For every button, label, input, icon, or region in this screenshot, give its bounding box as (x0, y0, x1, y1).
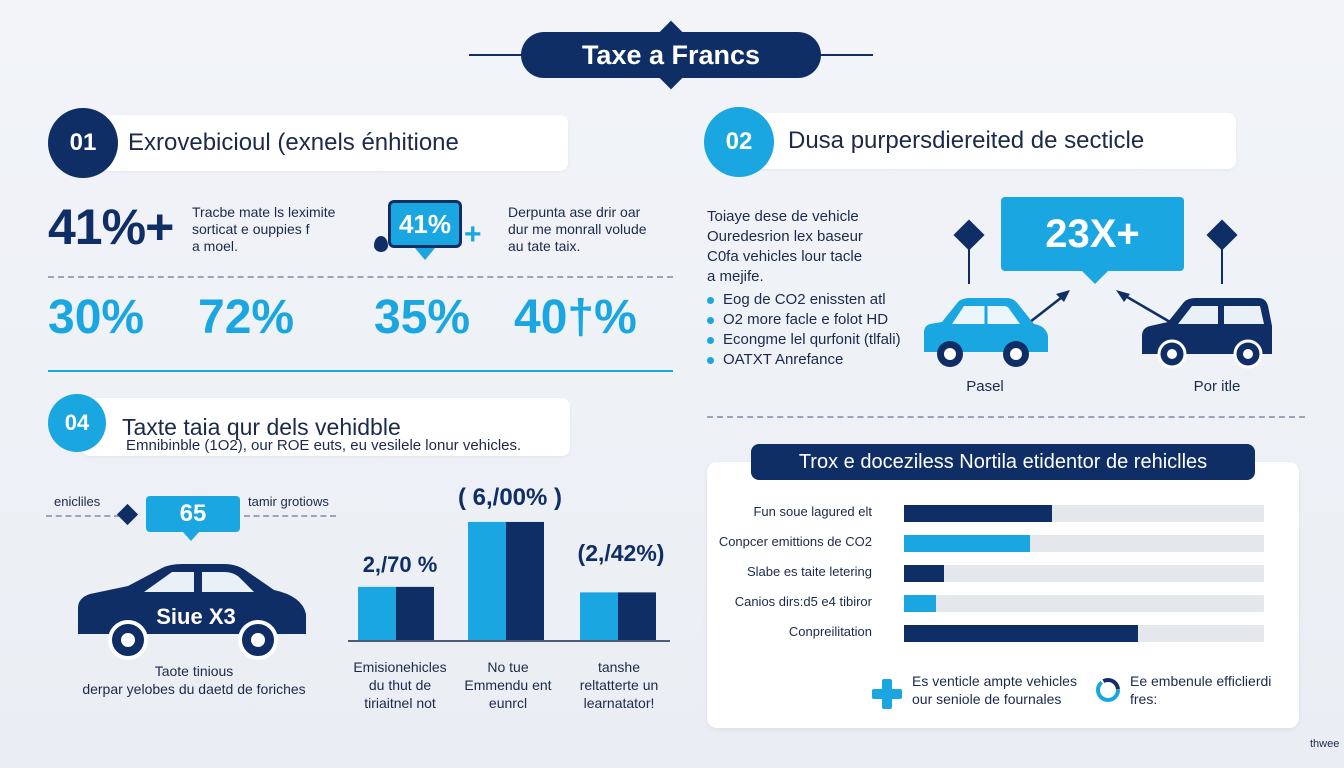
tag-bubble-tail (183, 532, 199, 541)
pin-right-stem (1221, 246, 1223, 284)
bar-1-part-1 (358, 586, 396, 640)
tag-line-right (244, 515, 336, 517)
list-item: OATXT Anrefance (707, 350, 907, 370)
section1-percent-3: 35% (374, 291, 471, 344)
hbar-2 (904, 535, 1030, 552)
section1-stat-a: 41%+ (48, 199, 174, 255)
bar-3-part-2 (618, 592, 656, 640)
car-right-label: Por itle (1193, 378, 1241, 395)
list-item: O2 more facle e folot HD (707, 310, 907, 330)
section1-text-a: Tracbe mate ls leximite sorticat e ouppi… (192, 204, 336, 254)
bar-2-part-1 (468, 521, 506, 640)
section1-percent-1: 30% (48, 291, 145, 344)
list-item: Eog de CO2 enissten atl (707, 290, 907, 310)
title-rule-right (813, 54, 873, 56)
tag-right: tamir grotiows (248, 494, 329, 509)
car-right-icon (1142, 298, 1272, 369)
bar-value-2: ( 6,/00% ) (457, 484, 563, 511)
car-left-label: Pasel (966, 378, 1004, 395)
section1-bubble-plus: + (464, 218, 482, 251)
drop-icon (374, 236, 388, 252)
hbar-track-3 (904, 565, 1264, 582)
section2-heading-box: Dusa purpersdiereited de secticle (740, 113, 1236, 169)
page-title: Taxe a Francs (521, 32, 821, 78)
vertical-bar-chart (348, 521, 670, 642)
hbar-3 (904, 565, 944, 582)
section4-heading: Taxte taia qur dels vehidble (122, 413, 401, 440)
bar-value-1: 2,/70 % (362, 552, 438, 577)
section2-divider (707, 416, 1305, 418)
section1-text-b: Derpunta ase drir oar dur me monrall vol… (508, 204, 647, 254)
car-plate: Siue X3 (156, 604, 236, 629)
car-left-icon (924, 298, 1048, 367)
section1-bubble: 41% (388, 200, 462, 248)
section2-intro: Toiaye dese de vehicle Ouredesrion lex b… (707, 208, 863, 285)
hbar-4 (904, 595, 937, 612)
pin-left-stem (968, 246, 970, 284)
section1-bottom-rule (48, 370, 673, 372)
bar-3-part-1 (580, 592, 618, 640)
car-caption: Taote tinious derpar yelobes du daetd de… (82, 663, 306, 697)
section4-heading-box: Taxte taia qur dels vehidble (82, 398, 570, 456)
section4-subheading: Emnibinble (1O2), our ROE euts, eu vesil… (126, 437, 522, 454)
panel-title: Trox e doceziless Nortila etidentor de r… (751, 444, 1255, 480)
hbar-1 (904, 505, 1052, 522)
legend-b: Ee embenule efficlierdi fres: (1130, 673, 1272, 707)
watermark: thwee (1310, 738, 1340, 750)
hbar-label-4: Canios dirs:d5 e4 tibiror (734, 594, 872, 609)
hbar-label-5: Conpreilitation (788, 624, 872, 639)
section1-heading: Exrovebicioul (exnels énhitione (128, 129, 459, 156)
ring-icon (1096, 678, 1120, 702)
section1-percent-4: 40†% (514, 291, 637, 344)
hbar-label-2: Conpcer emittions de CO2 (718, 534, 872, 549)
car-main-icon (78, 564, 306, 660)
hbar-5 (904, 625, 1138, 642)
plus-icon (872, 679, 902, 709)
legend-a: Es venticle ampte vehicles our seniole d… (912, 673, 1077, 707)
section4-number: 04 (48, 394, 106, 452)
bar-label-1: Emisionehicles du thut de tiriaitnel not (353, 659, 447, 711)
bar-2-part-2 (506, 521, 544, 640)
arrows-icon (1029, 290, 1170, 324)
list-item: Econgme lel qurfonit (tlfali) (707, 330, 907, 350)
hbar-label-3: Slabe es taite letering (746, 564, 872, 579)
section1-bubble-tail (415, 248, 435, 260)
title-rule-left (469, 54, 529, 56)
tag-diamond-icon (116, 503, 139, 526)
bar-1-part-2 (396, 586, 434, 640)
tag-bubble: 65 (146, 496, 240, 532)
section2-number: 02 (704, 107, 774, 177)
bar-label-3: tanshe reltatterte un learnatator! (579, 659, 659, 711)
tag-left: enicliles (54, 494, 101, 509)
section1-heading-box: Exrovebicioul (exnels énhitione (82, 115, 568, 171)
section2-heading: Dusa purpersdiereited de secticle (788, 127, 1145, 154)
tag-line-left (46, 515, 120, 517)
bar-label-2: No tue Emmendu ent eunrcl (464, 659, 552, 711)
section2-bubble: 23X+ (1001, 197, 1184, 271)
section1-divider (48, 276, 673, 278)
hbar-track-4 (904, 595, 1264, 612)
section1-percent-2: 72% (198, 291, 295, 344)
bar-value-3: (2,/42%) (577, 540, 665, 566)
section2-bubble-tail (1081, 270, 1109, 284)
hbar-label-1: Fun soue lagured elt (753, 504, 872, 519)
section2-bullets: Eog de CO2 enissten atl O2 more facle e … (707, 290, 907, 370)
section1-number: 01 (48, 108, 118, 178)
